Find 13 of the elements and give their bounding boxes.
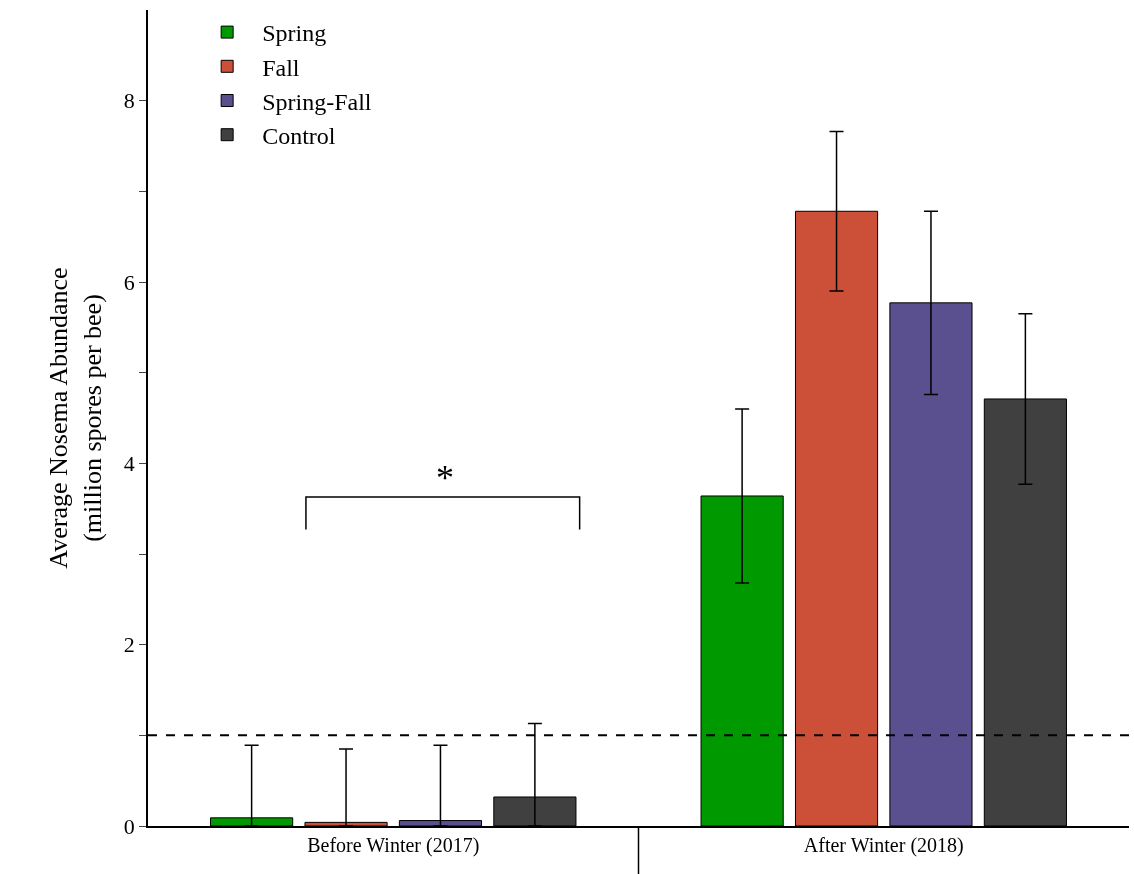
- legend-label: Control: [262, 123, 336, 150]
- y-tick-label: 6: [123, 269, 135, 295]
- y-tick-label: 2: [123, 632, 135, 658]
- legend-label: Fall: [262, 54, 300, 81]
- legend-label: Spring-Fall: [262, 88, 372, 115]
- y-tick-label: 4: [123, 451, 135, 477]
- x-tick-label: After Winter (2018): [803, 833, 964, 857]
- y-tick-label: 8: [123, 88, 135, 114]
- x-tick-label: Before Winter (2017): [307, 833, 480, 857]
- annotation: *: [436, 458, 454, 498]
- y-axis-title: Average Nosema Abundance (million spores per bee): [43, 267, 107, 569]
- legend-label: Spring: [262, 20, 327, 47]
- y-tick-label: 0: [123, 813, 135, 839]
